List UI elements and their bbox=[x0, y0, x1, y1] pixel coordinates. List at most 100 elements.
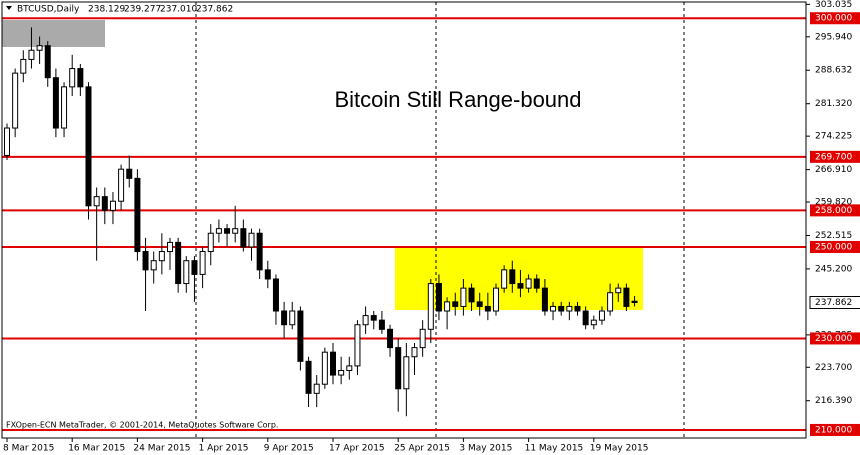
footer: FXOpen-ECN MetaTrader, © 2001-2014, Meta… bbox=[6, 421, 278, 430]
candle-body bbox=[101, 196, 108, 211]
level-label: 258.000 bbox=[815, 206, 852, 216]
candle-body bbox=[468, 287, 475, 303]
candle-body bbox=[346, 365, 353, 371]
candle-body bbox=[631, 300, 638, 303]
candle-body bbox=[240, 228, 247, 248]
candle-body bbox=[248, 232, 255, 248]
last-price-tag bbox=[809, 295, 860, 309]
level-tag bbox=[810, 204, 860, 217]
candle-body bbox=[501, 269, 508, 289]
candle-body bbox=[36, 45, 43, 51]
candle-body bbox=[574, 305, 581, 312]
candle-body bbox=[77, 68, 84, 88]
level-label: 300.000 bbox=[815, 14, 852, 24]
candle-body bbox=[517, 283, 524, 289]
candle-body bbox=[20, 58, 27, 74]
candle-body bbox=[362, 315, 369, 326]
candle-body bbox=[607, 292, 614, 312]
candle-body bbox=[590, 319, 597, 326]
candle-body bbox=[321, 351, 328, 385]
candle-body bbox=[484, 305, 491, 312]
candle-body bbox=[354, 324, 361, 367]
candle-body bbox=[69, 68, 76, 88]
candle-body bbox=[175, 241, 182, 285]
candle-body bbox=[305, 360, 312, 394]
header-open: 238.129 bbox=[88, 5, 125, 15]
y-tick-label: 216.390 bbox=[815, 396, 852, 406]
candle-body bbox=[411, 347, 418, 358]
candle-body bbox=[330, 351, 336, 376]
x-tick-label: 19 May 2015 bbox=[590, 444, 649, 454]
last-price-label: 237.862 bbox=[815, 298, 852, 308]
candle-body bbox=[623, 287, 630, 307]
candle-body bbox=[395, 347, 402, 390]
level-tag bbox=[810, 240, 860, 253]
candle-body bbox=[142, 251, 149, 271]
candle-body bbox=[134, 177, 141, 253]
header-low: 237.010 bbox=[160, 5, 197, 15]
y-tick-label: 245.200 bbox=[815, 264, 852, 274]
symbol: BTCUSD,Daily bbox=[17, 5, 80, 15]
y-tick-label: 252.515 bbox=[815, 231, 852, 241]
candle-body bbox=[256, 232, 263, 271]
candle-body bbox=[435, 283, 442, 312]
candle-body bbox=[93, 196, 100, 207]
candle-body bbox=[191, 260, 198, 275]
level-tag bbox=[810, 423, 860, 436]
candle-body bbox=[558, 305, 565, 312]
y-tick-label: 274.225 bbox=[815, 132, 852, 142]
y-tick-label: 281.320 bbox=[815, 99, 852, 109]
level-label: 250.000 bbox=[815, 242, 852, 252]
candle-body bbox=[44, 45, 51, 79]
level-tag bbox=[810, 150, 860, 163]
candle-body bbox=[264, 269, 271, 280]
x-tick-label: 25 Apr 2015 bbox=[394, 444, 450, 454]
candle-body bbox=[4, 127, 10, 156]
x-tick-label: 17 Apr 2015 bbox=[329, 444, 385, 454]
x-tick-label: 24 Mar 2015 bbox=[133, 444, 190, 454]
menu-icon[interactable] bbox=[6, 6, 12, 10]
candle-body bbox=[297, 310, 304, 362]
candle-body bbox=[28, 49, 35, 60]
candle-body bbox=[476, 301, 483, 307]
candle-body bbox=[215, 228, 222, 234]
level-label: 210.000 bbox=[815, 425, 852, 435]
x-tick-label: 3 May 2015 bbox=[459, 444, 512, 454]
candle-body bbox=[150, 260, 157, 271]
plot-frame bbox=[1, 1, 807, 439]
candle-body bbox=[427, 283, 434, 330]
header-high: 239.277 bbox=[124, 5, 161, 15]
candle-body bbox=[224, 228, 231, 234]
shaded-box bbox=[2, 20, 105, 47]
candle-body bbox=[183, 260, 190, 285]
candle-body bbox=[533, 278, 540, 289]
candle-body bbox=[12, 72, 19, 129]
candle-body bbox=[550, 305, 557, 312]
candle-body bbox=[167, 241, 173, 253]
x-tick-label: 9 Apr 2015 bbox=[264, 444, 314, 454]
candle-body bbox=[378, 319, 385, 330]
candle-body bbox=[61, 86, 68, 129]
candle-body bbox=[615, 287, 622, 294]
header-close: 237.862 bbox=[196, 5, 233, 15]
y-tick-label: 266.910 bbox=[815, 165, 852, 175]
candle-body bbox=[460, 287, 467, 307]
candle-body bbox=[403, 356, 410, 390]
x-tick-label: 11 May 2015 bbox=[525, 444, 584, 454]
candle-body bbox=[370, 315, 377, 321]
candle-body bbox=[509, 269, 516, 285]
x-tick-label: 8 Mar 2015 bbox=[3, 444, 54, 454]
candle-body bbox=[419, 328, 426, 349]
candle-body bbox=[126, 168, 133, 179]
x-tick-label: 1 Apr 2015 bbox=[199, 444, 249, 454]
candle-body bbox=[338, 369, 345, 376]
candle-body bbox=[232, 228, 239, 234]
candle-body bbox=[525, 278, 532, 289]
y-tick-label: 303.035 bbox=[815, 0, 852, 10]
candle-body bbox=[598, 310, 605, 321]
candle-body bbox=[541, 287, 548, 312]
candle-body bbox=[85, 86, 92, 207]
candle-body bbox=[52, 77, 59, 129]
y-tick-label: 295.940 bbox=[815, 32, 852, 42]
